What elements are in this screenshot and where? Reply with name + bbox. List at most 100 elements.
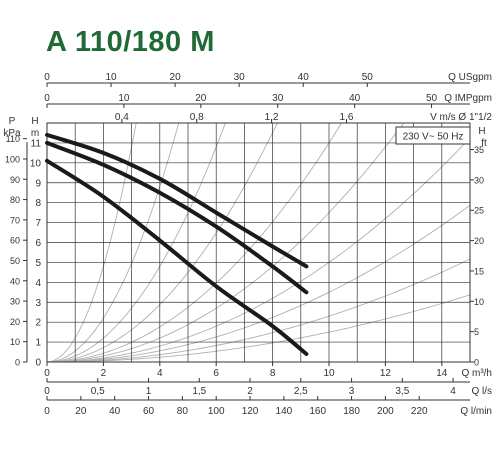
top-axis-tick-label: 0 xyxy=(44,93,50,104)
ft-axis-tick-label: 30 xyxy=(474,175,484,185)
system-curve xyxy=(46,122,405,363)
pressure-axis-unit-top: P xyxy=(9,116,16,127)
bottom-axis-tick-label: 140 xyxy=(276,406,293,417)
pump-curve-2 xyxy=(45,140,309,295)
bottom-axis-tick-label: 160 xyxy=(309,406,326,417)
pressure-axis-tick-label: 30 xyxy=(10,297,20,307)
head-axis-tick-label: 4 xyxy=(35,278,41,289)
bottom-axis-tick-label: 0 xyxy=(44,386,50,397)
bottom-axis-tick-label: 60 xyxy=(143,406,155,417)
bottom-axis-tick-label: 0 xyxy=(44,368,50,379)
top-axis-unit: Q IMPgpm xyxy=(444,93,492,104)
ft-axis-tick-label: 20 xyxy=(474,236,484,246)
pressure-axis-tick-label: 0 xyxy=(15,358,20,368)
ft-axis-unit-top: H xyxy=(478,126,485,137)
voltage-annotation: 230 V~ 50 Hz xyxy=(403,132,464,143)
bottom-axis-tick-label: 0 xyxy=(44,406,50,417)
pressure-axis-tick-label: 100 xyxy=(5,154,20,164)
pressure-axis-tick-label: 20 xyxy=(10,317,20,327)
chart-title: A 110/180 M xyxy=(46,26,215,58)
bottom-axis-tick-label: 20 xyxy=(75,406,87,417)
head-axis-tick-label: 9 xyxy=(35,178,41,189)
bottom-axis-tick-label: 10 xyxy=(323,368,335,379)
top-axis-tick-label: 20 xyxy=(170,72,182,83)
bottom-axis-tick-label: 1,5 xyxy=(192,386,206,397)
top-axis-tick-label: 0,8 xyxy=(190,112,204,123)
ft-axis-tick-label: 15 xyxy=(474,266,484,276)
ft-axis-tick-label: 35 xyxy=(474,145,484,155)
top-axis-tick-label: 0,4 xyxy=(115,112,129,123)
head-axis-tick-label: 11 xyxy=(31,138,42,149)
bottom-axis-tick-label: 120 xyxy=(242,406,259,417)
top-axis-tick-label: 10 xyxy=(118,93,130,104)
voltage-annotation-box xyxy=(395,126,471,145)
head-axis-unit-bottom: m xyxy=(31,128,39,139)
head-axis-tick-label: 7 xyxy=(35,218,41,229)
pressure-axis-unit-bottom: kPa xyxy=(3,128,21,139)
pressure-axis-tick-label: 110 xyxy=(6,134,20,144)
bottom-axis-tick-label: 2 xyxy=(247,386,253,397)
head-axis-tick-label: 5 xyxy=(35,258,41,269)
head-axis-unit-top: H xyxy=(31,116,38,127)
bottom-axis-tick-label: 2 xyxy=(101,368,107,379)
top-axis-tick-label: 10 xyxy=(105,72,117,83)
pressure-axis-tick-label: 90 xyxy=(10,175,20,185)
bottom-axis-tick-label: 100 xyxy=(208,406,225,417)
pressure-axis-tick-label: 70 xyxy=(10,215,20,225)
ft-axis-tick-label: 0 xyxy=(474,358,479,368)
bottom-axis-unit: Q l/s xyxy=(471,386,492,397)
bottom-axis-tick-label: 220 xyxy=(411,406,428,417)
head-axis-tick-label: 10 xyxy=(30,158,42,169)
system-curve xyxy=(47,137,471,363)
bottom-axis-tick-label: 80 xyxy=(177,406,189,417)
head-axis-tick-label: 1 xyxy=(35,338,41,349)
system-curve xyxy=(46,122,278,363)
bottom-axis-tick-label: 40 xyxy=(109,406,121,417)
pressure-axis-tick-label: 10 xyxy=(10,337,20,347)
bottom-axis-tick-label: 12 xyxy=(380,368,392,379)
top-axis-tick-label: 40 xyxy=(349,93,361,104)
top-axis-tick-label: 0 xyxy=(44,72,50,83)
bottom-axis-unit: Q m³/h xyxy=(461,368,492,379)
top-axis-tick-label: 30 xyxy=(234,72,246,83)
bottom-axis-tick-label: 2,5 xyxy=(294,386,308,397)
top-axis-unit: Q USgpm xyxy=(448,72,492,83)
bottom-axis-tick-label: 8 xyxy=(270,368,276,379)
pressure-axis-tick-label: 40 xyxy=(10,276,20,286)
bottom-axis-tick-label: 0,5 xyxy=(91,386,105,397)
ft-axis-tick-label: 5 xyxy=(474,327,479,337)
bottom-axis-tick-label: 6 xyxy=(213,368,219,379)
bottom-axis-tick-label: 3 xyxy=(349,386,355,397)
head-axis-tick-label: 8 xyxy=(35,198,41,209)
ft-axis-tick-label: 25 xyxy=(474,206,484,216)
pump-curve-3 xyxy=(45,158,309,356)
bottom-axis-tick-label: 4 xyxy=(157,368,163,379)
system-curve xyxy=(47,204,471,363)
bottom-axis-tick-label: 3,5 xyxy=(395,386,409,397)
head-axis-tick-label: 2 xyxy=(35,318,41,329)
bottom-axis-unit: Q l/min xyxy=(460,406,492,417)
system-curve xyxy=(47,294,471,363)
pressure-axis-tick-label: 80 xyxy=(10,195,20,205)
top-axis-tick-label: 1,2 xyxy=(265,112,279,123)
bottom-axis-tick-label: 4 xyxy=(450,386,456,397)
bottom-axis-tick-label: 1 xyxy=(146,386,152,397)
bottom-axis-tick-label: 180 xyxy=(343,406,360,417)
system-curve xyxy=(47,258,471,363)
system-curve xyxy=(46,122,137,363)
top-axis-tick-label: 30 xyxy=(272,93,284,104)
ft-axis-unit-bottom: ft xyxy=(481,138,487,149)
system-curve xyxy=(46,122,342,363)
pump-curve-1 xyxy=(45,132,309,269)
top-axis-tick-label: 50 xyxy=(362,72,374,83)
head-axis-tick-label: 6 xyxy=(35,238,41,249)
top-axis-tick-label: 20 xyxy=(195,93,207,104)
system-curve xyxy=(46,122,180,363)
system-curve xyxy=(46,122,226,363)
top-axis-tick-label: 50 xyxy=(426,93,438,104)
top-axis-unit: V m/s Ø 1"1/2 xyxy=(430,112,492,123)
head-axis-tick-label: 0 xyxy=(35,358,41,369)
ft-axis-tick-label: 10 xyxy=(474,297,484,307)
bottom-axis-tick-label: 14 xyxy=(436,368,448,379)
